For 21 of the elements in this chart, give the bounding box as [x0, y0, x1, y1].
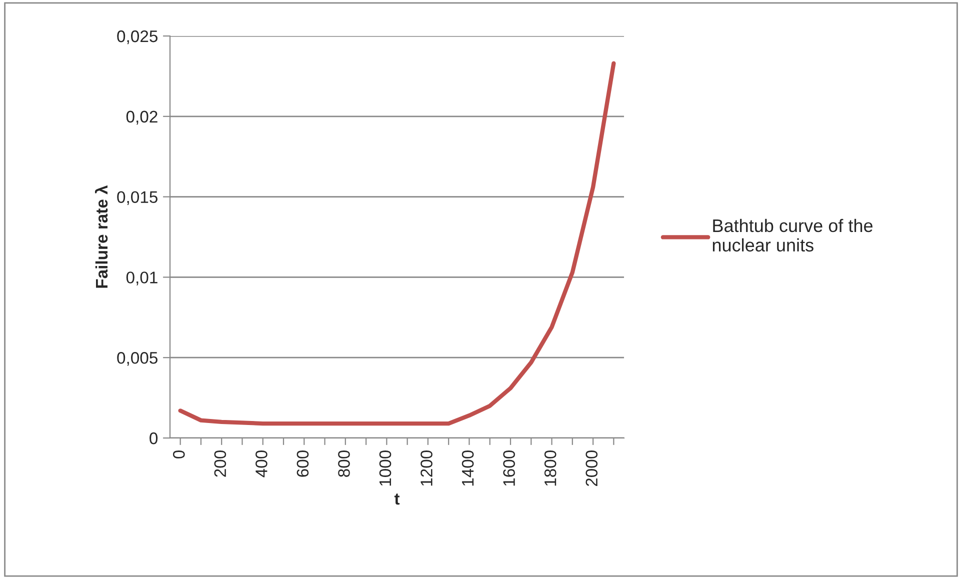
y-tick-label: 0,015 [117, 191, 158, 205]
x-tick-label: 1800 [544, 450, 556, 486]
x-axis-title: t [394, 494, 400, 505]
x-tick-label: 0 [172, 450, 185, 458]
y-tick-label: 0,02 [126, 110, 158, 125]
legend-label: Bathtub curve of the nuclear units [712, 218, 872, 252]
x-tick-label: 1600 [503, 450, 515, 486]
y-axis-title: Failure rate λ [94, 185, 108, 288]
x-tick-label: 400 [256, 450, 268, 478]
y-tick-label: 0,005 [117, 352, 158, 366]
x-tick-label: 1200 [420, 450, 432, 486]
x-tick-label: 200 [214, 450, 226, 477]
y-tick-label: 0,01 [126, 272, 158, 286]
x-tick-label: 600 [296, 450, 309, 477]
y-tick-label: 0,025 [117, 30, 158, 44]
x-tick-label: 1000 [379, 450, 392, 486]
line-series [178, 61, 616, 426]
y-tick-label: 0 [150, 432, 158, 444]
x-tick-label: 2000 [586, 450, 598, 486]
x-tick-label: 800 [338, 450, 350, 477]
x-tick-label: 1400 [462, 450, 474, 486]
